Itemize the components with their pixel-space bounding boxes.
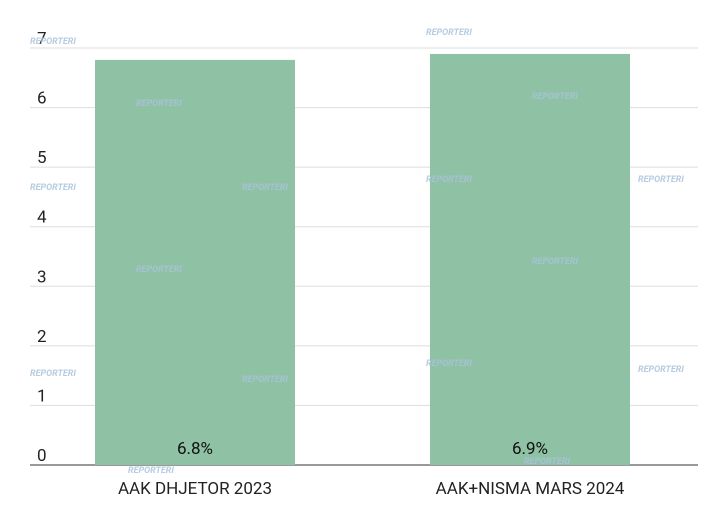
y-tick-label: 3: [37, 267, 47, 287]
watermark: REPORTERI: [136, 99, 182, 109]
bar: [95, 59, 295, 466]
watermark: REPORTERI: [638, 175, 684, 185]
watermark: REPORTERI: [242, 375, 288, 385]
x-tick-label: AAK DHJETOR 2023: [118, 479, 272, 499]
watermark: REPORTERI: [532, 257, 578, 267]
y-tick-label: 1: [37, 386, 47, 406]
watermark: REPORTERI: [426, 28, 472, 38]
value-label: 6.8%: [177, 439, 213, 459]
watermark: REPORTERI: [524, 457, 570, 467]
y-tick-label: 4: [37, 208, 47, 228]
watermark: REPORTERI: [128, 466, 174, 476]
watermark: REPORTERI: [30, 369, 76, 379]
watermark: REPORTERI: [426, 359, 472, 369]
bar: [430, 53, 630, 465]
y-tick-label: 2: [37, 327, 47, 347]
y-tick-label: 6: [37, 89, 47, 109]
watermark: REPORTERI: [136, 265, 182, 275]
watermark: REPORTERI: [638, 365, 684, 375]
y-tick-label: 5: [37, 148, 47, 168]
watermark: REPORTERI: [242, 183, 288, 193]
watermark: REPORTERI: [30, 37, 76, 47]
watermark: REPORTERI: [532, 92, 578, 102]
y-tick-label: 0: [37, 446, 47, 466]
x-tick-label: AAK+NISMA MARS 2024: [436, 479, 625, 499]
y-tick-label: 7: [37, 29, 47, 49]
watermark: REPORTERI: [30, 183, 76, 193]
value-label: 6.9%: [512, 439, 548, 459]
watermark: REPORTERI: [426, 175, 472, 185]
